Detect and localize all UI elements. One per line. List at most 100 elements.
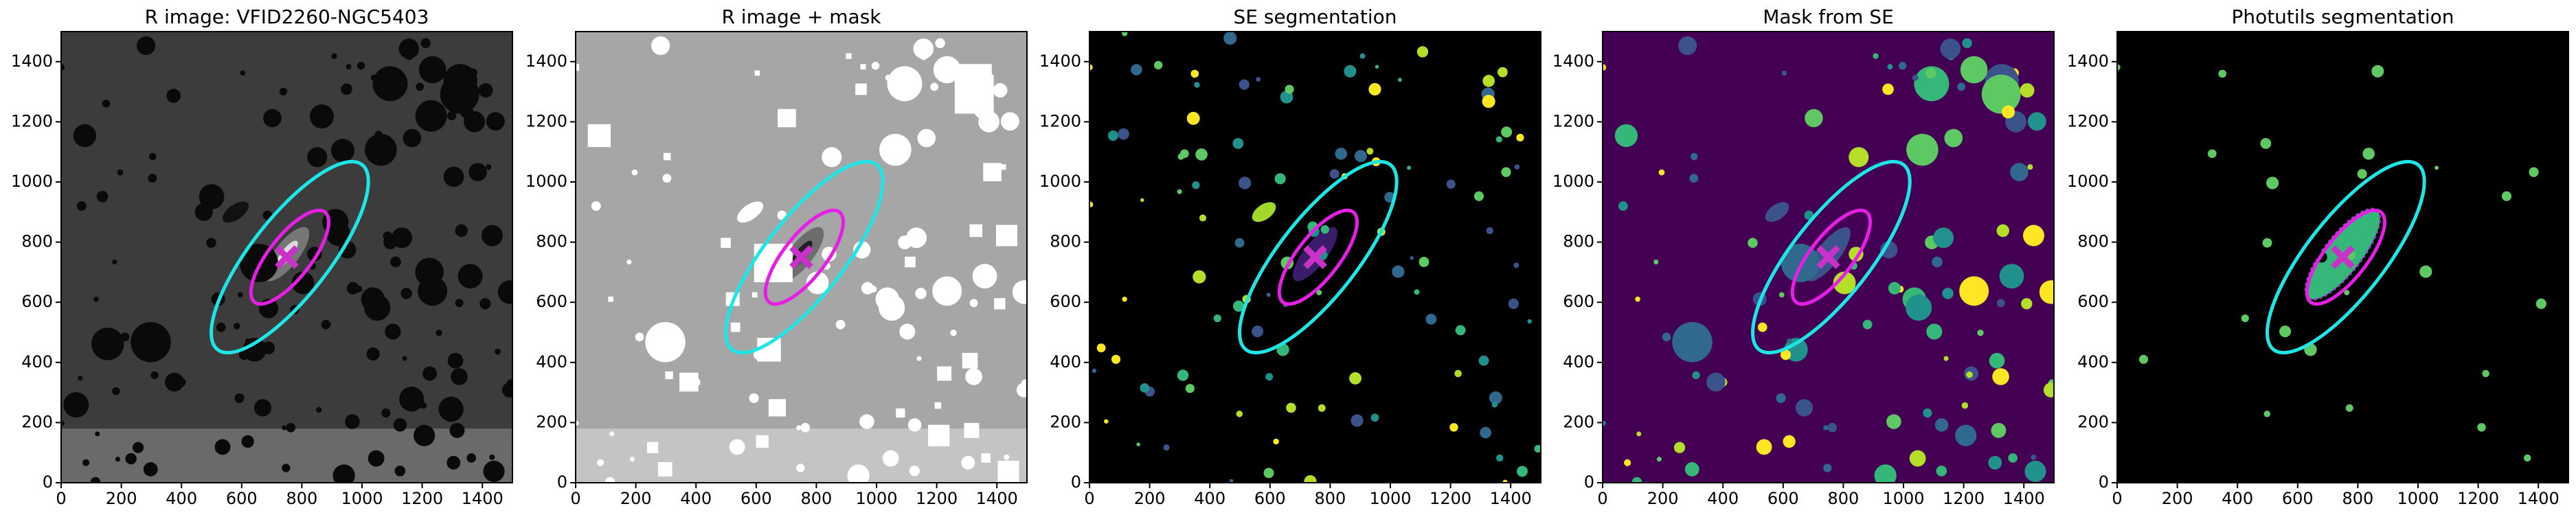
source (1238, 176, 1252, 190)
source (861, 282, 874, 295)
source (752, 292, 758, 298)
neighbor-galaxy (737, 201, 764, 223)
panel-title: Photutils segmentation (2231, 5, 2454, 28)
source (165, 372, 184, 392)
panel-title: R image: VFID2260-NGC5403 (145, 5, 429, 28)
source (1495, 136, 1502, 143)
source (1516, 133, 1524, 142)
source (1823, 464, 1832, 472)
source (576, 63, 580, 71)
source (132, 442, 144, 453)
source (282, 464, 291, 472)
source (115, 457, 120, 462)
source (915, 288, 927, 299)
x-tick-label: 200 (1647, 489, 1679, 508)
source (909, 466, 920, 477)
source (1783, 435, 1796, 448)
source (1778, 292, 1785, 298)
source (1366, 148, 1374, 155)
y-tick-label: 0 (1584, 472, 1594, 492)
aperture-ellipse (210, 159, 370, 355)
source (969, 224, 982, 238)
source (1407, 165, 1412, 170)
source (486, 112, 505, 131)
x-tick-label: 1200 (2457, 489, 2499, 508)
source (286, 422, 296, 433)
x-tick-label: 600 (1254, 489, 1286, 508)
source (2024, 460, 2046, 482)
y-tick-label: 1000 (11, 172, 53, 191)
source (871, 61, 880, 70)
source (1932, 256, 1943, 268)
source (1239, 79, 1250, 90)
source (916, 356, 922, 361)
source (756, 435, 769, 448)
source (1213, 314, 1221, 323)
center-marker (2331, 245, 2355, 269)
source (1631, 477, 1642, 483)
source (1925, 67, 1936, 79)
source (63, 392, 89, 417)
image-panel (2117, 32, 2568, 483)
source (882, 450, 899, 467)
source (403, 128, 422, 148)
source (370, 74, 377, 81)
source (1236, 411, 1243, 417)
source (1392, 265, 1405, 278)
source (1455, 325, 1466, 336)
source (1449, 423, 1458, 432)
source (368, 450, 385, 467)
source (729, 439, 745, 455)
center-marker (275, 245, 299, 269)
aperture-ellipse (2266, 159, 2426, 355)
source (1618, 201, 1628, 211)
source (82, 459, 90, 466)
source (330, 139, 355, 163)
x-tick-label: 0 (56, 489, 66, 508)
source (1195, 148, 1208, 161)
source (597, 459, 605, 466)
source (238, 350, 250, 360)
source (2020, 83, 2035, 98)
source (1690, 152, 1698, 161)
y-tick-label: 0 (557, 472, 567, 492)
source (2524, 454, 2531, 462)
source (2279, 325, 2292, 338)
source (78, 376, 83, 381)
source (906, 227, 927, 249)
source (1351, 414, 1364, 427)
y-tick-label: 0 (2099, 472, 2109, 492)
source (307, 147, 328, 168)
source (1131, 64, 1142, 76)
source (1886, 414, 1901, 429)
aperture-ellipse (1277, 208, 1359, 306)
source (1833, 271, 1856, 295)
source (1316, 290, 1322, 296)
x-tick-label: 400 (1707, 489, 1739, 508)
source (663, 152, 671, 161)
source (1359, 53, 1366, 59)
source (1991, 422, 2007, 438)
source (418, 56, 447, 84)
y-tick-label: 1400 (11, 52, 53, 71)
source (2357, 169, 2367, 179)
source (2039, 280, 2054, 304)
source (199, 184, 225, 209)
x-tick-label: 0 (1597, 489, 1607, 508)
source (860, 64, 866, 70)
source (2022, 225, 2044, 247)
source (1534, 445, 1541, 453)
source (253, 399, 272, 417)
source (233, 322, 240, 330)
source (1909, 450, 1926, 467)
source (1163, 444, 1170, 451)
source (1104, 419, 1109, 424)
source (400, 288, 412, 299)
source (494, 348, 501, 355)
source (1880, 241, 1898, 259)
source (1280, 90, 1293, 104)
source (2117, 64, 2121, 71)
source (2501, 191, 2512, 201)
source (1266, 293, 1271, 297)
source (1502, 479, 1508, 483)
